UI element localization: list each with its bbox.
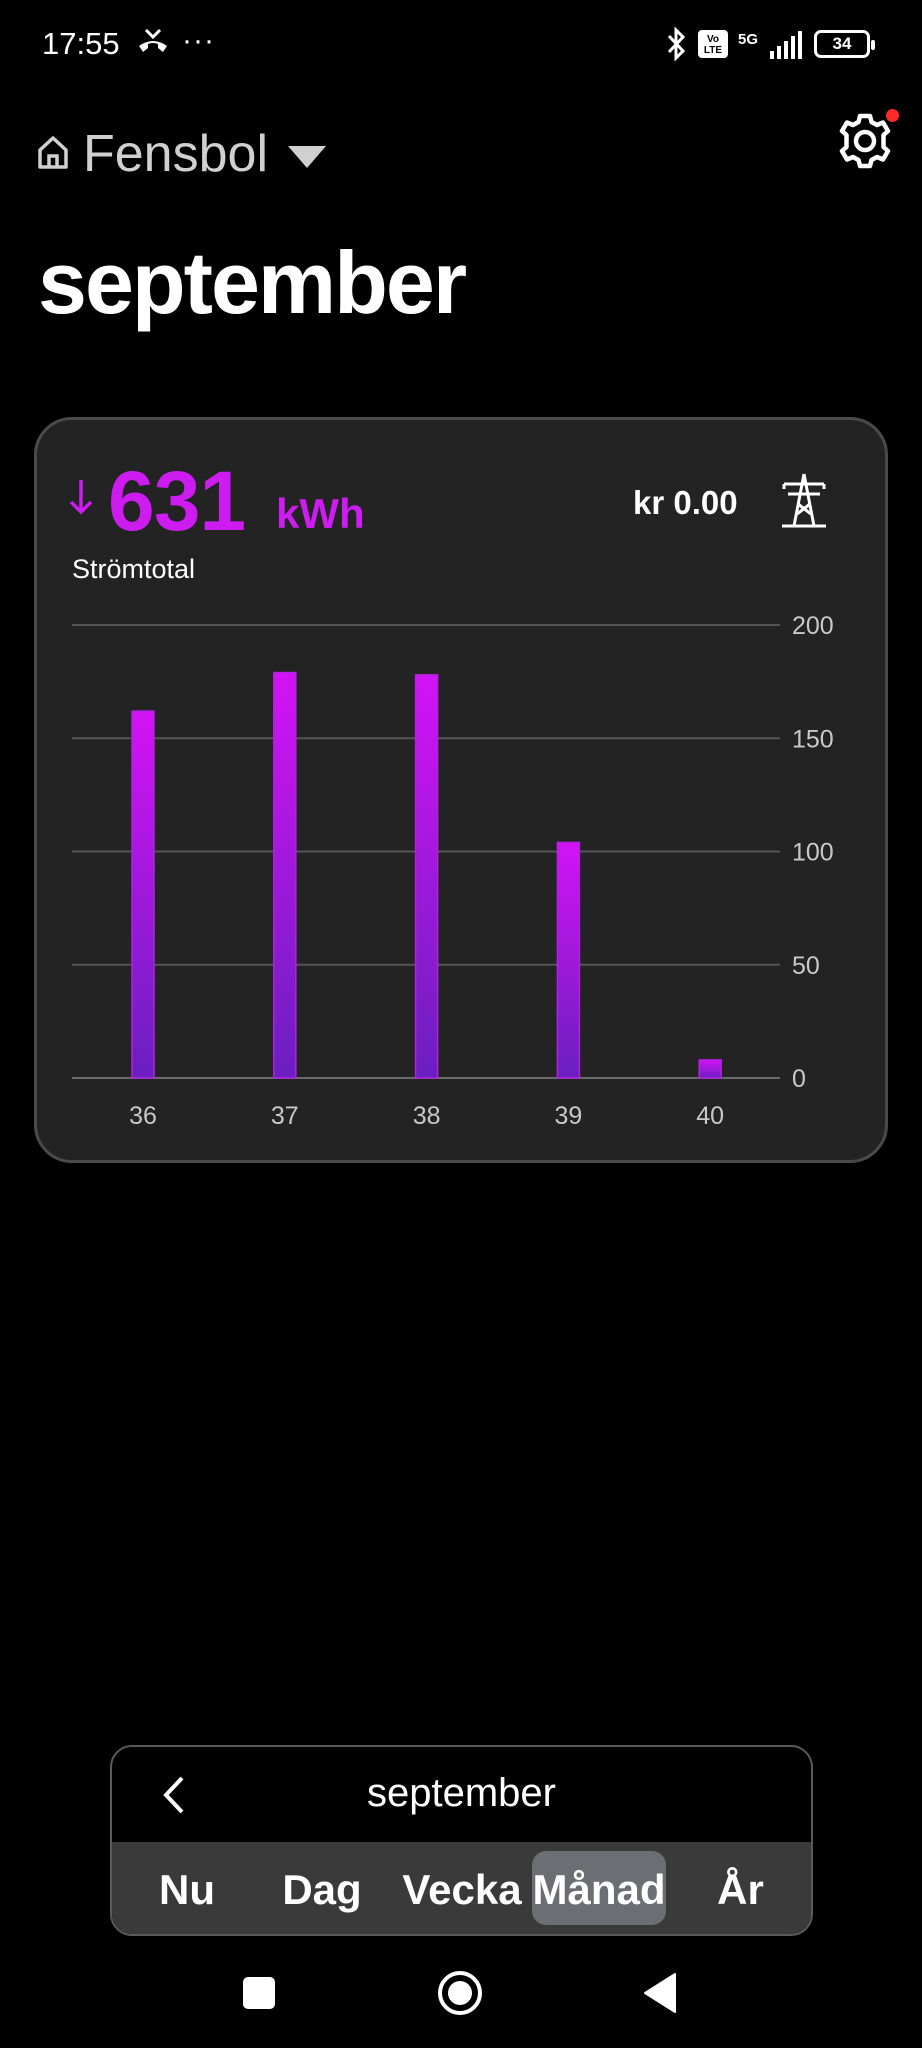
period-tabs: Nu Dag Vecka Månad År: [112, 1842, 811, 1934]
status-icons: Vo LTE 5G 34: [666, 26, 875, 62]
active-tab-highlight: [532, 1851, 666, 1925]
gear-icon[interactable]: [836, 112, 894, 170]
tab-vecka[interactable]: Vecka: [402, 1866, 522, 1913]
home-icon[interactable]: [36, 134, 70, 170]
battery-level: 34: [832, 34, 852, 53]
signal-icon: [770, 31, 802, 59]
bar-week-39[interactable]: [556, 841, 581, 1079]
network-type: 5G: [737, 30, 758, 48]
x-tick-label: 37: [271, 1102, 299, 1130]
missed-call-icon: [139, 28, 167, 52]
period-navigation: september: [112, 1747, 811, 1842]
energy-card: [34, 417, 888, 1163]
caret-down-icon[interactable]: [288, 146, 326, 168]
current-period: september: [367, 1771, 556, 1815]
tab-ar[interactable]: År: [717, 1866, 764, 1913]
y-tick-label: 50: [792, 952, 820, 980]
y-tick-label: 0: [792, 1065, 806, 1093]
back-triangle-icon[interactable]: [643, 1972, 677, 2014]
cost-value: kr 0.00: [633, 484, 738, 521]
battery-icon: 34: [814, 30, 875, 58]
notification-dot: [886, 109, 899, 122]
volte-icon: Vo LTE: [697, 30, 728, 58]
bluetooth-icon: [667, 27, 686, 61]
y-tick-label: 200: [792, 612, 834, 640]
more-icon: ···: [182, 24, 215, 57]
bar-week-37[interactable]: [273, 671, 297, 1079]
weekly-energy-chart: 0 50 100 150 200 36 37 38 39 40: [72, 612, 834, 1130]
status-bar: 17:55 ··· Vo LTE 5G 34: [0, 0, 922, 90]
bar-week-38[interactable]: [414, 674, 439, 1079]
status-time: 17:55: [42, 26, 120, 61]
y-tick-label: 150: [792, 725, 834, 753]
total-label: Strömtotal: [72, 554, 196, 584]
tab-dag[interactable]: Dag: [282, 1866, 362, 1913]
total-value: 631: [108, 454, 246, 548]
recents-square-icon[interactable]: [243, 1977, 275, 2009]
home-circle-icon[interactable]: [437, 1970, 483, 2016]
tab-nu[interactable]: Nu: [159, 1866, 215, 1913]
total-unit: kWh: [276, 490, 365, 537]
x-tick-label: 39: [554, 1102, 582, 1130]
bar-week-36[interactable]: [131, 710, 155, 1079]
x-tick-label: 38: [413, 1102, 441, 1130]
y-tick-label: 100: [792, 839, 834, 867]
power-pylon-icon[interactable]: [778, 472, 830, 528]
x-tick-label: 40: [696, 1102, 724, 1130]
tab-manad[interactable]: Månad: [532, 1866, 666, 1913]
page-title: september: [38, 233, 467, 332]
x-tick-label: 36: [129, 1102, 157, 1130]
bar-week-40[interactable]: [698, 1059, 722, 1079]
down-arrow-icon: [69, 480, 93, 515]
location-name[interactable]: Fensbol: [83, 125, 268, 183]
period-selector: september Nu Dag Vecka Månad År: [110, 1745, 813, 1936]
chevron-left-icon[interactable]: [158, 1775, 188, 1815]
